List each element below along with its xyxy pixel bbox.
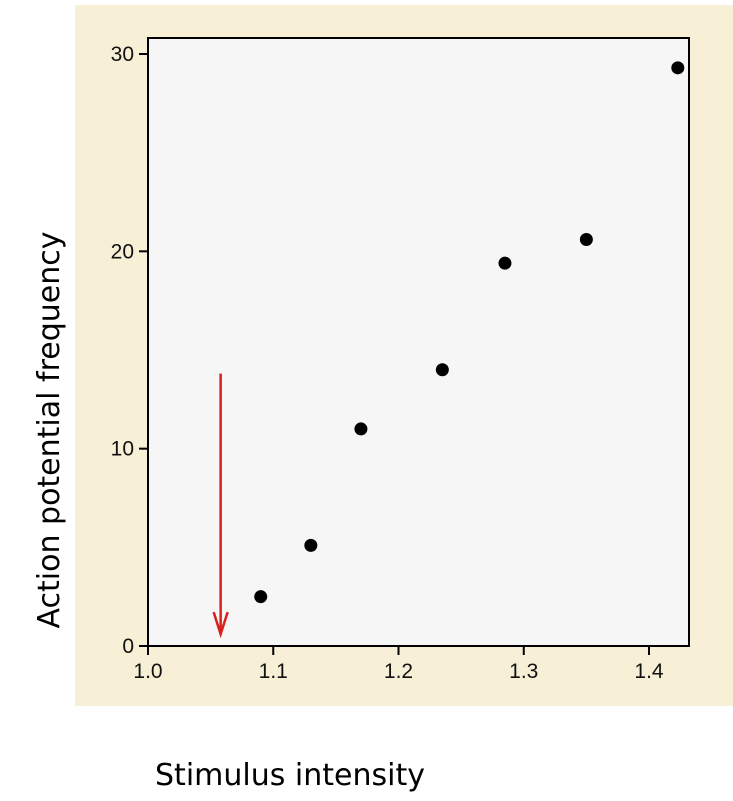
y-tick-label: 0: [122, 635, 134, 658]
x-tick-label: 1.0: [133, 660, 162, 683]
y-axis-ticks: 0 10 20 30: [111, 43, 148, 658]
x-tick-label: 1.2: [384, 660, 413, 683]
red-arrow-head: [212, 611, 229, 639]
annotations: [212, 373, 229, 639]
x-axis-title: Stimulus intensity: [155, 758, 425, 793]
data-point: [579, 232, 593, 246]
y-axis-title: Action potential frequency: [32, 232, 67, 629]
y-tick-label: 30: [111, 43, 134, 66]
x-tick-label: 1.4: [634, 660, 664, 683]
data-point: [498, 256, 512, 270]
plot-area: [147, 37, 690, 647]
x-tick-label: 1.3: [509, 660, 538, 683]
data-points: [254, 61, 685, 604]
data-point: [254, 590, 268, 604]
y-tick-label: 20: [111, 240, 134, 263]
x-tick-label: 1.1: [259, 660, 288, 683]
y-tick-label: 10: [111, 438, 134, 461]
data-point: [671, 61, 685, 75]
data-point: [304, 538, 318, 552]
data-point: [435, 363, 449, 377]
data-point: [354, 422, 368, 436]
x-axis-ticks: 1.0 1.1 1.2 1.3 1.4: [133, 646, 664, 683]
